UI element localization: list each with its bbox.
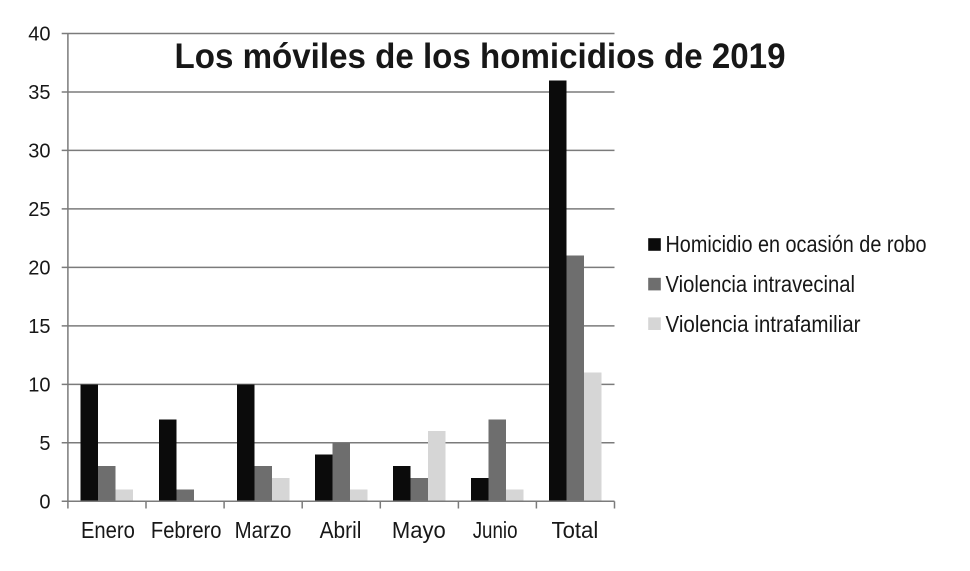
svg-text:35: 35 xyxy=(28,82,50,104)
svg-text:10: 10 xyxy=(28,374,50,396)
svg-text:15: 15 xyxy=(28,316,50,338)
svg-text:Violencia intravecinal: Violencia intravecinal xyxy=(666,271,856,297)
svg-text:40: 40 xyxy=(28,24,50,46)
svg-text:20: 20 xyxy=(28,257,50,279)
svg-text:Los móviles de los homicidios: Los móviles de los homicidios de 2019 xyxy=(175,37,786,76)
svg-text:Marzo: Marzo xyxy=(235,517,292,543)
svg-text:25: 25 xyxy=(28,199,50,221)
svg-text:Violencia intrafamiliar: Violencia intrafamiliar xyxy=(666,311,861,337)
svg-text:Enero: Enero xyxy=(81,517,135,543)
svg-text:Mayo: Mayo xyxy=(392,517,446,543)
svg-text:30: 30 xyxy=(28,140,50,162)
svg-text:Total: Total xyxy=(552,517,599,543)
svg-text:Junio: Junio xyxy=(473,517,518,543)
svg-text:Febrero: Febrero xyxy=(151,517,222,543)
svg-text:0: 0 xyxy=(39,491,50,513)
svg-text:Homicidio en ocasión de robo: Homicidio en ocasión de robo xyxy=(666,231,927,257)
svg-text:5: 5 xyxy=(39,433,50,455)
svg-text:Abril: Abril xyxy=(320,517,362,543)
